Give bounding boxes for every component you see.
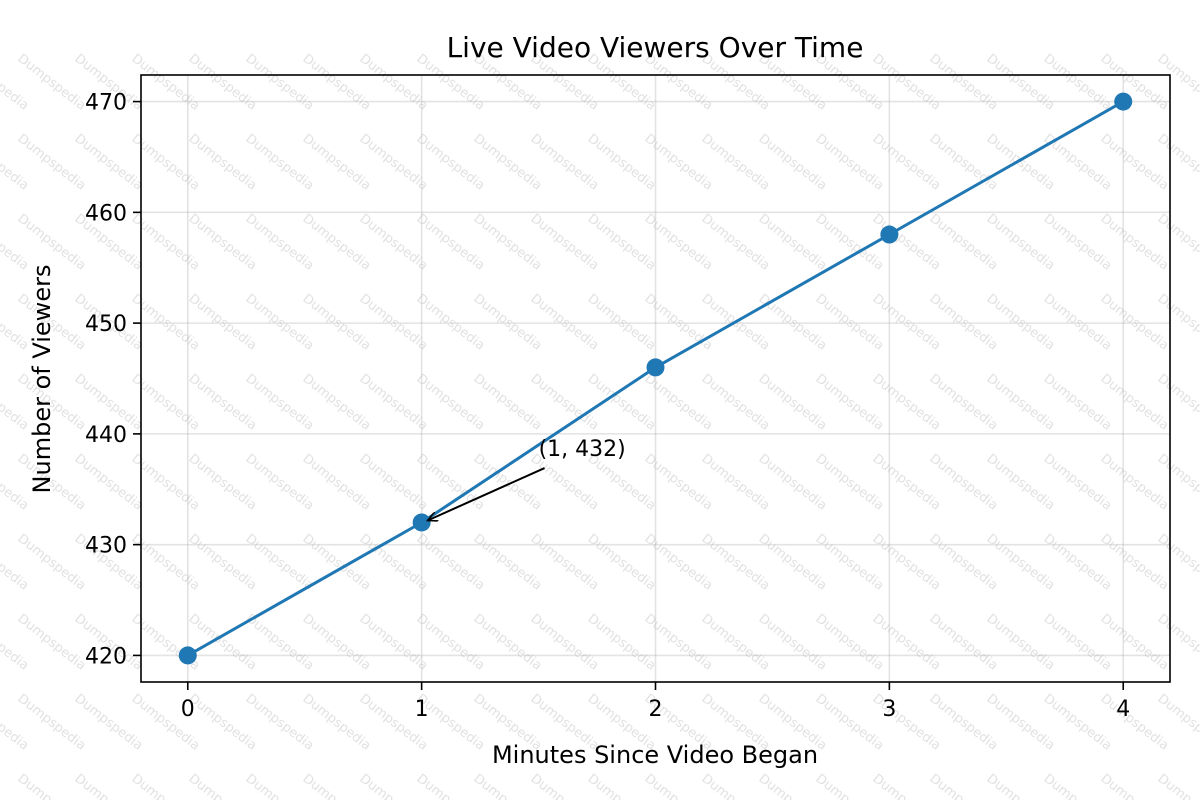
annotations: (1, 432) — [428, 437, 626, 520]
data-point-1 — [412, 513, 431, 532]
plot-frame — [140, 74, 1171, 683]
x-tick-label-0: 0 — [181, 697, 195, 722]
annotation-label-0: (1, 432) — [539, 437, 626, 462]
y-tick-label-5: 470 — [85, 91, 127, 116]
grid — [141, 75, 1170, 682]
y-tick-label-1: 430 — [85, 534, 127, 559]
x-axis-label: Minutes Since Video Began — [492, 741, 818, 769]
x-tick-label-3: 3 — [882, 697, 896, 722]
x-tick-label-1: 1 — [415, 697, 429, 722]
x-tick-label-4: 4 — [1116, 697, 1130, 722]
y-tick-label-0: 420 — [85, 644, 127, 669]
data-point-0 — [178, 646, 197, 665]
axis-ticks: 0 1 2 3 4 420 430 440 450 460 470 — [85, 91, 1130, 722]
y-tick-label-3: 450 — [85, 312, 127, 337]
annotation-arrow-0 — [428, 467, 545, 520]
y-axis-label: Number of Viewers — [28, 265, 56, 494]
data-point-2 — [646, 358, 665, 377]
y-tick-label-4: 460 — [85, 201, 127, 226]
y-tick-label-2: 440 — [85, 423, 127, 448]
x-tick-label-2: 2 — [649, 697, 663, 722]
chart-title: Live Video Viewers Over Time — [447, 31, 864, 64]
watermark-layer: DumpspediaDumpspediaDumpspediaDumpspedia… — [0, 51, 1200, 800]
watermark-text-228: Dumpspedia — [1155, 771, 1200, 800]
data-point-4 — [1114, 92, 1133, 111]
data-point-3 — [880, 225, 899, 244]
